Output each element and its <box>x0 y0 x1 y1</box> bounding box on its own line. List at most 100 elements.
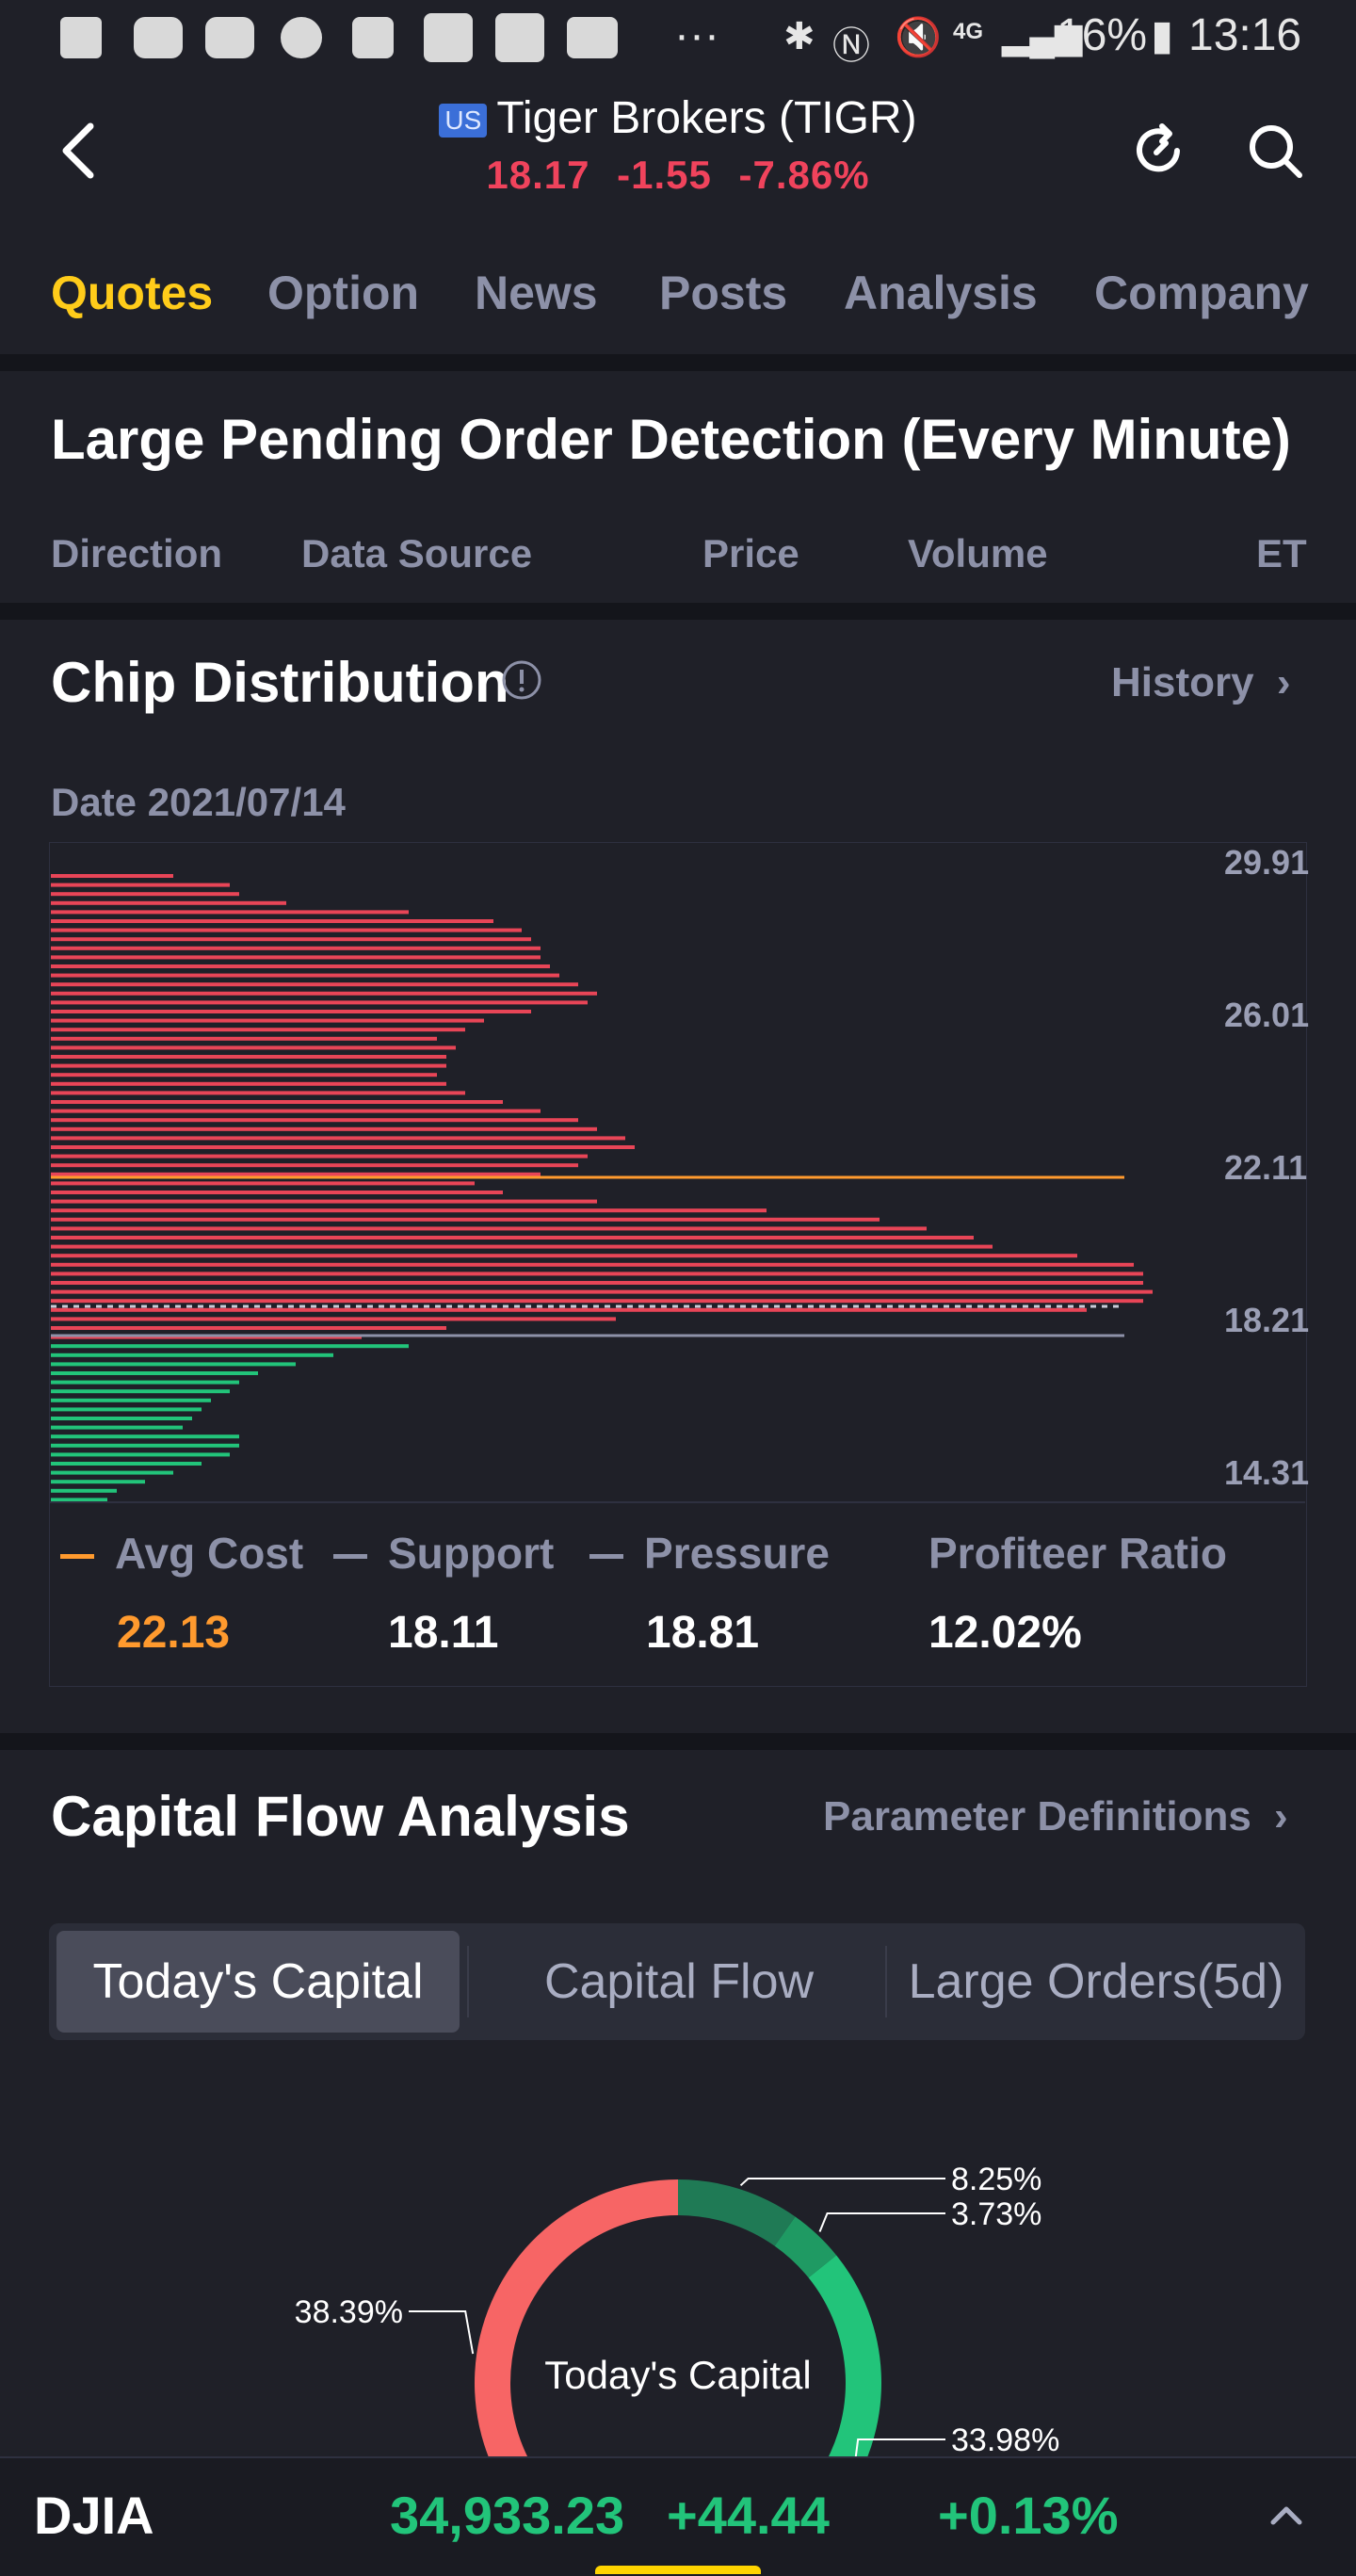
chip-bar <box>51 973 559 978</box>
parameter-definitions-link[interactable]: Parameter Definitions › <box>823 1793 1288 1840</box>
refresh-button[interactable] <box>1128 121 1188 181</box>
chip-bar <box>51 928 522 932</box>
chip-bar <box>51 900 286 905</box>
lazada-icon <box>567 17 618 58</box>
tab-analysis[interactable]: Analysis <box>844 267 1038 319</box>
chip-bar <box>51 1353 333 1357</box>
history-link[interactable]: History › <box>1111 659 1290 706</box>
tab-option[interactable]: Option <box>267 267 420 319</box>
chip-bar <box>51 1145 635 1149</box>
chip-bar <box>51 982 578 987</box>
chip-bar <box>51 1055 446 1059</box>
youtube-icon <box>205 17 254 58</box>
col-direction: Direction <box>51 531 223 575</box>
price-tick: 14.31 <box>1224 1453 1310 1492</box>
chip-bar <box>51 1010 531 1013</box>
chip-bar <box>51 1045 456 1050</box>
donut-leader-line <box>409 2310 475 2355</box>
chip-bar <box>51 1380 239 1385</box>
tab-news[interactable]: News <box>475 267 598 319</box>
price-change-pct: -7.86% <box>738 153 870 197</box>
chevron-right-icon: › <box>1276 659 1291 705</box>
support-value: 18.11 <box>388 1608 499 1658</box>
tab-company[interactable]: Company <box>1094 267 1309 319</box>
chip-bar <box>51 1136 625 1141</box>
app-icon <box>424 13 473 62</box>
chip-bar <box>51 919 493 923</box>
index-ticker[interactable]: DJIA 34,933.23 +44.44 +0.13% <box>0 2456 1356 2576</box>
donut-label: 38.39% <box>295 2294 403 2330</box>
chip-date: Date 2021/07/14 <box>51 780 346 824</box>
price-tick: 22.11 <box>1224 1148 1308 1187</box>
chip-bar <box>51 1434 239 1439</box>
home-indicator <box>595 2566 761 2574</box>
capital-tabs: Today's Capital Capital Flow Large Order… <box>49 1923 1305 2040</box>
col-volume: Volume <box>908 531 1048 575</box>
chip-bar <box>51 1163 578 1168</box>
expand-button[interactable] <box>1266 2487 1307 2548</box>
capital-flow-title: Capital Flow Analysis <box>51 1785 630 1848</box>
chip-bar <box>51 1036 437 1041</box>
donut-leader-line <box>854 2438 945 2456</box>
chip-bar <box>51 1208 767 1213</box>
chip-bar <box>51 1335 362 1339</box>
donut-center-label: Today's Capital <box>544 2353 812 2397</box>
shopee-icon <box>60 17 102 58</box>
col-et: ET <box>1256 531 1307 575</box>
chip-bar <box>51 937 531 942</box>
chip-bar <box>51 1181 475 1186</box>
section-divider <box>0 603 1356 620</box>
col-price: Price <box>702 531 799 575</box>
tab-capital-flow[interactable]: Capital Flow <box>543 1954 815 2009</box>
chip-bar <box>51 1217 880 1222</box>
app-icon <box>352 17 394 58</box>
donut-slice <box>678 2179 796 2246</box>
tab-todays-capital[interactable]: Today's Capital <box>56 1931 460 2033</box>
info-button[interactable] <box>501 659 542 701</box>
chip-bar <box>51 1470 173 1475</box>
search-button[interactable] <box>1245 121 1307 183</box>
price-line: 18.17 -1.55 -7.86% <box>0 153 1356 198</box>
legend-support: Support <box>333 1528 554 1579</box>
donut-slice <box>808 2255 881 2456</box>
signal-icon: ▂▄▆ <box>1002 17 1083 57</box>
tab-quotes[interactable]: Quotes <box>51 267 214 319</box>
chip-bar <box>51 1498 107 1501</box>
chip-bar <box>51 1000 588 1005</box>
profiteer-ratio-value: 12.02% <box>928 1608 1082 1658</box>
chip-bar <box>51 1398 211 1402</box>
donut-slice <box>774 2216 837 2278</box>
capital-donut-chart: 8.25%3.73% 33.98% 38.39% <box>295 2162 1059 2456</box>
market-badge: US <box>439 104 488 138</box>
chip-bar <box>51 910 409 915</box>
legend-avg-cost: Avg Cost <box>60 1528 303 1579</box>
chip-bar <box>51 1081 446 1086</box>
back-button[interactable] <box>53 117 109 183</box>
donut-label: 33.98% <box>951 2422 1059 2456</box>
chip-chart-frame <box>49 842 1307 1687</box>
donut-slice <box>474 2179 678 2456</box>
chip-bar <box>51 1289 1153 1294</box>
chip-bar <box>51 1154 588 1158</box>
support-swatch <box>333 1554 367 1560</box>
ticker-value: 34,933.23 <box>390 2486 625 2545</box>
chip-bar <box>51 1443 239 1448</box>
chip-bar <box>51 1326 446 1330</box>
chip-bar <box>51 1480 145 1484</box>
chevron-up-icon <box>1270 2506 1302 2525</box>
price-change: -1.55 <box>617 153 712 197</box>
chip-bar <box>51 1172 541 1176</box>
avg-cost-label: Avg Cost <box>115 1529 304 1578</box>
tab-posts[interactable]: Posts <box>659 267 788 319</box>
tab-large-orders-5d[interactable]: Large Orders(5d) <box>908 1954 1284 2009</box>
clock: 13:16 <box>1188 10 1302 60</box>
price-tick: 26.01 <box>1224 996 1310 1034</box>
chip-bar <box>51 1018 484 1023</box>
chip-bar <box>51 1407 202 1412</box>
chip-bar <box>51 1236 974 1239</box>
bluetooth-icon: ✱ <box>783 16 815 57</box>
battery-icon: ▮ <box>1151 12 1174 58</box>
chip-bar <box>51 1073 437 1077</box>
chip-bar <box>51 946 541 950</box>
pressure-value: 18.81 <box>646 1608 760 1658</box>
